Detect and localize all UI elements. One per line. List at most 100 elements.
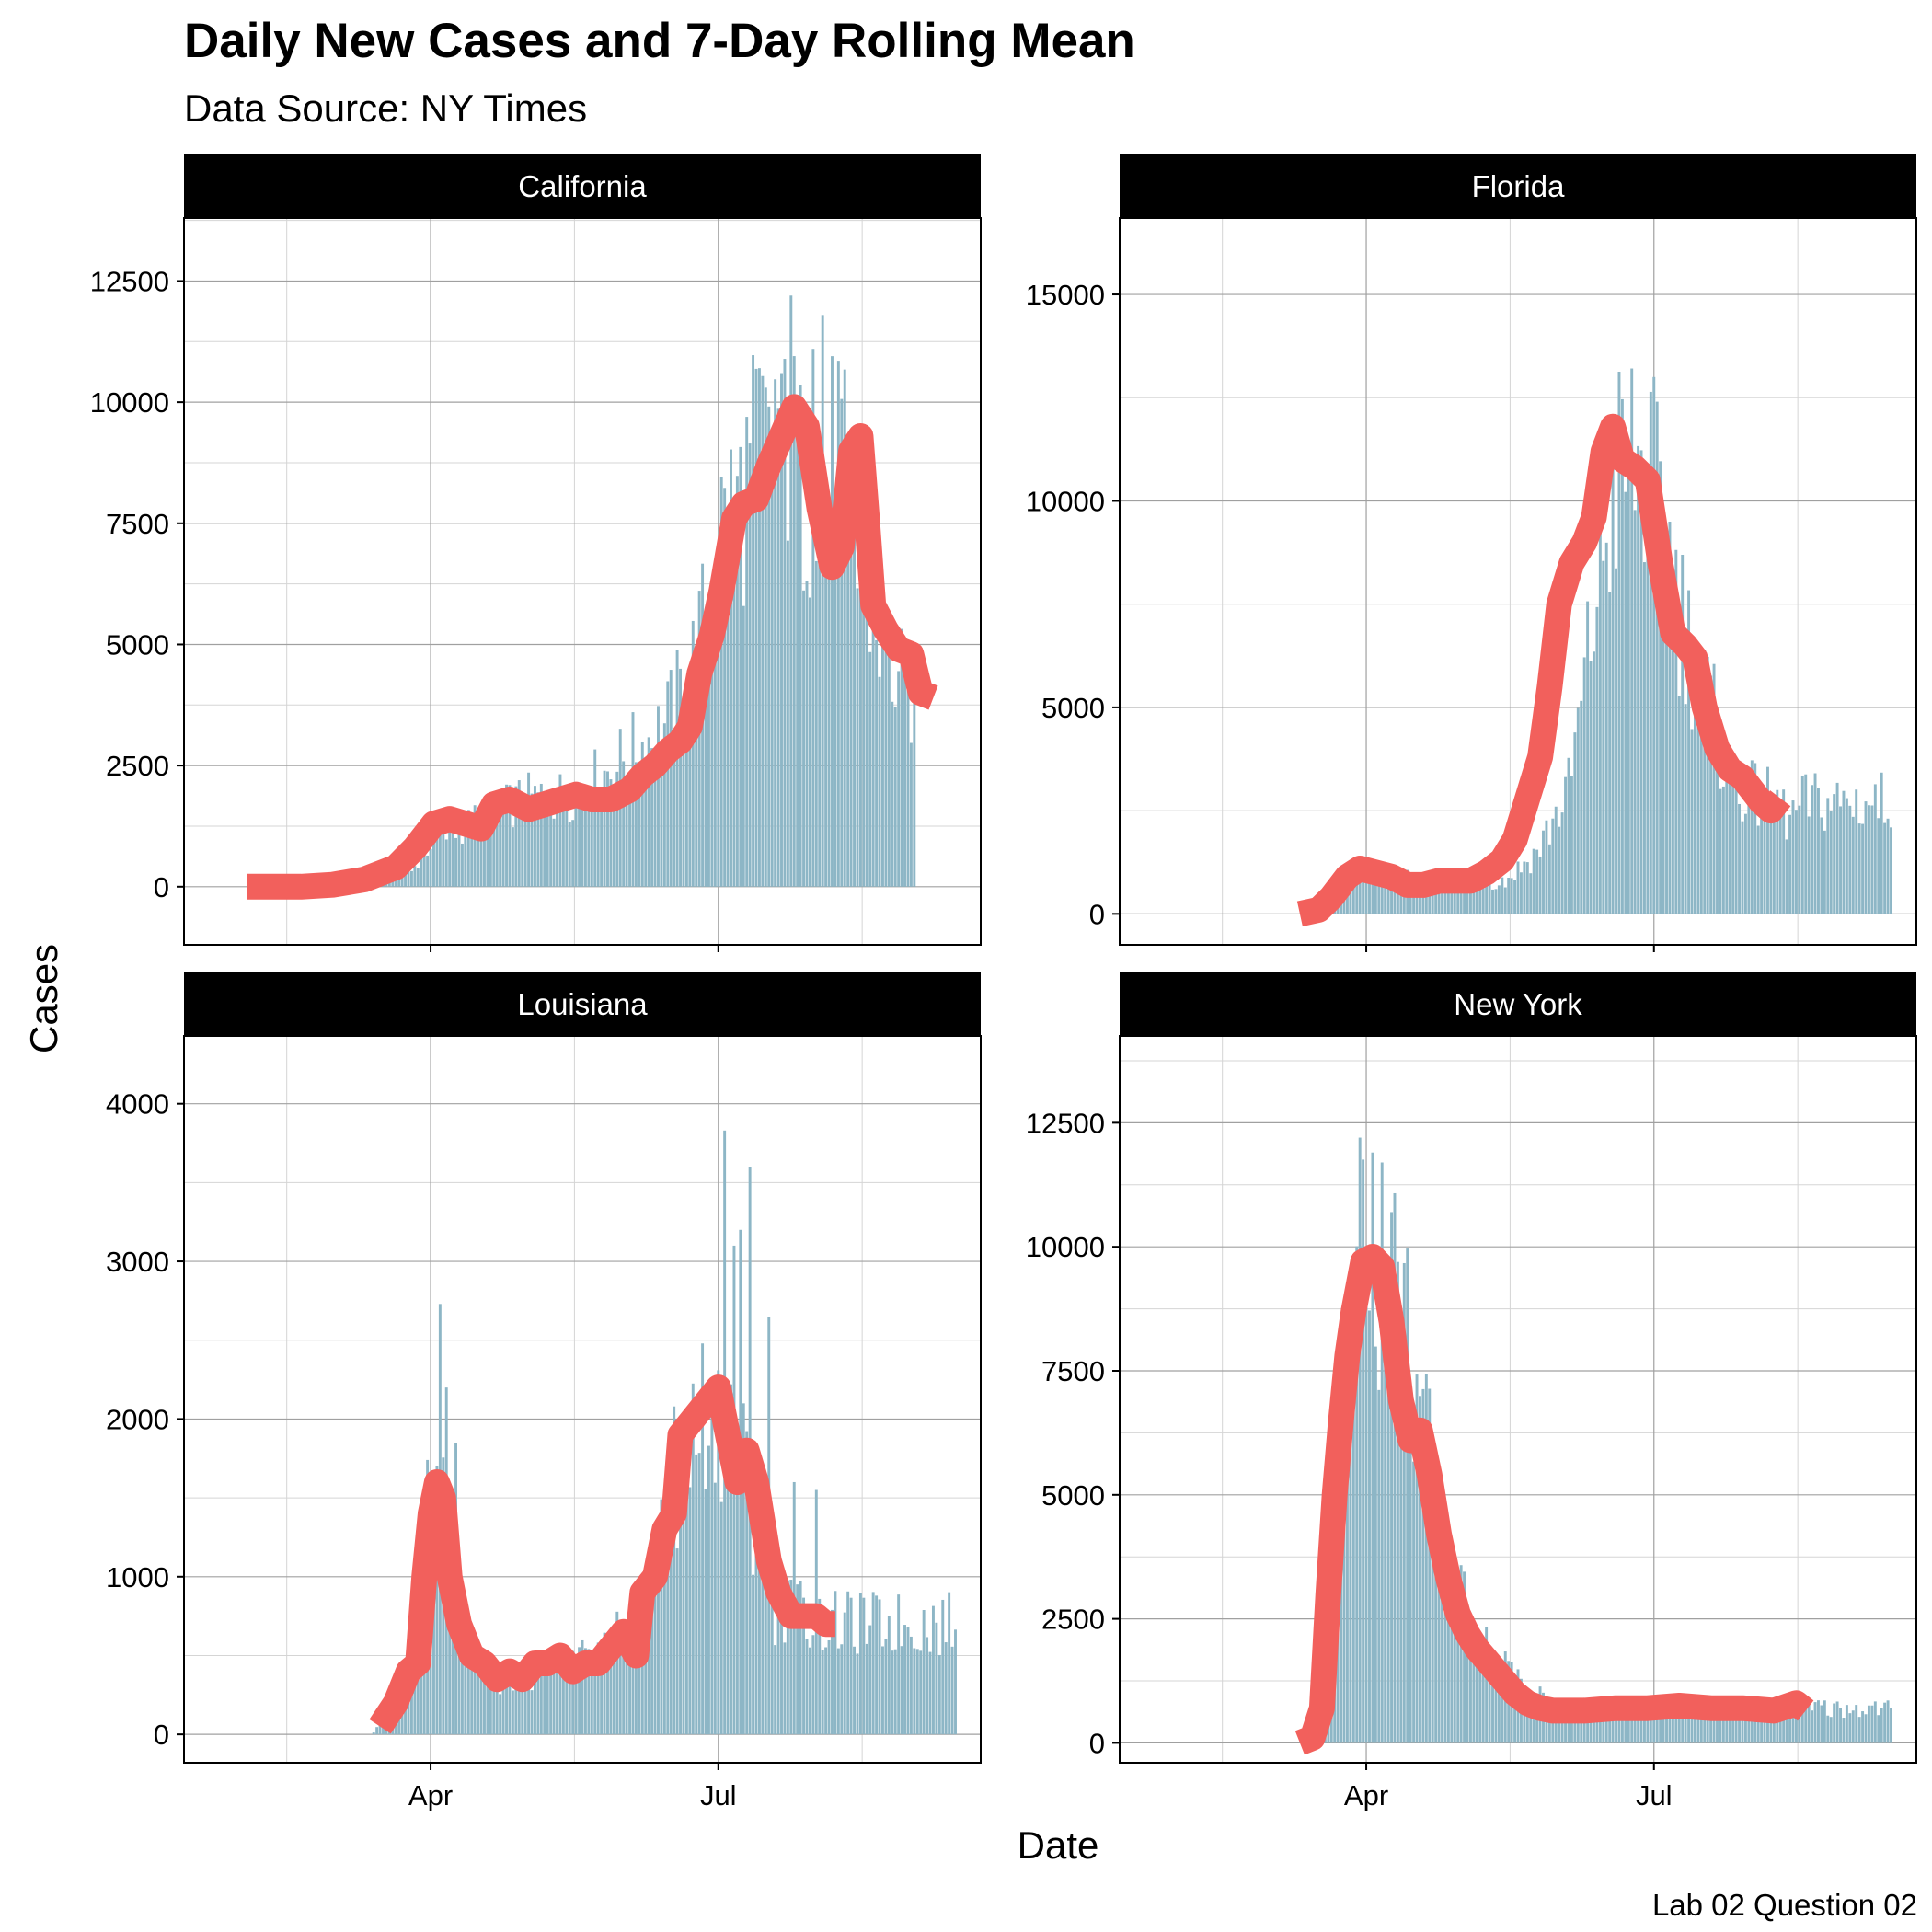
- daily-case-bar: [486, 1683, 489, 1735]
- daily-case-bar: [1839, 1708, 1842, 1743]
- daily-case-bar: [1766, 766, 1769, 914]
- daily-case-bar: [796, 1584, 799, 1735]
- daily-case-bar: [944, 1642, 948, 1735]
- chart-subtitle: Data Source: NY Times: [184, 86, 588, 130]
- daily-case-bar: [1611, 1713, 1615, 1743]
- daily-case-bar: [856, 588, 859, 887]
- daily-case-bar: [1725, 1714, 1729, 1743]
- daily-case-bar: [422, 851, 426, 887]
- daily-case-bar: [1437, 886, 1441, 914]
- daily-case-bar: [1620, 398, 1624, 914]
- y-tick-label: 7500: [106, 508, 169, 540]
- daily-case-bar: [1497, 1657, 1501, 1743]
- daily-case-bar: [1835, 782, 1839, 914]
- daily-case-bar: [1646, 1703, 1650, 1743]
- daily-case-bar: [618, 1621, 622, 1735]
- daily-case-bar: [1696, 681, 1700, 914]
- daily-case-bar: [745, 417, 749, 887]
- daily-case-bar: [1652, 376, 1656, 914]
- daily-case-bar: [587, 1649, 591, 1735]
- daily-case-bar: [954, 1629, 957, 1735]
- daily-case-bar: [420, 857, 423, 887]
- daily-case-bar: [647, 1594, 650, 1735]
- daily-case-bar: [521, 1681, 524, 1735]
- daily-case-bar: [1446, 1556, 1450, 1743]
- daily-case-bar: [1880, 772, 1883, 914]
- daily-case-bar: [533, 1656, 536, 1735]
- daily-case-bar: [1450, 884, 1454, 914]
- daily-case-bar: [1877, 1715, 1880, 1743]
- daily-case-bar: [893, 1649, 897, 1735]
- daily-case-bar: [1475, 879, 1478, 914]
- daily-case-bar: [409, 870, 413, 887]
- daily-case-bar: [1371, 867, 1374, 914]
- daily-case-bar: [1817, 788, 1820, 914]
- daily-case-bar: [1443, 1561, 1447, 1743]
- daily-case-bar: [1662, 1705, 1665, 1743]
- daily-case-bar: [1516, 861, 1520, 914]
- daily-case-bar: [483, 1679, 486, 1735]
- daily-case-bar: [748, 443, 752, 887]
- daily-case-bar: [561, 1651, 565, 1735]
- rolling-mean-line: [247, 394, 938, 900]
- daily-case-bar: [1627, 1701, 1630, 1743]
- daily-case-bar: [691, 1383, 695, 1735]
- daily-case-bar: [742, 1403, 745, 1735]
- daily-case-bar: [571, 820, 575, 887]
- daily-case-bar: [533, 786, 536, 887]
- daily-case-bar: [565, 806, 569, 887]
- daily-case-bar: [1558, 1712, 1561, 1743]
- daily-case-bar: [887, 1616, 891, 1735]
- daily-case-bar: [878, 1599, 881, 1735]
- daily-case-bar: [1441, 884, 1443, 914]
- daily-case-bar: [1857, 823, 1861, 914]
- daily-case-bar: [1374, 873, 1377, 914]
- daily-case-bar: [1545, 820, 1548, 914]
- daily-case-bar: [897, 671, 901, 887]
- daily-case-bar: [688, 683, 692, 887]
- daily-case-bar: [1624, 1717, 1627, 1743]
- daily-case-bar: [684, 722, 688, 887]
- daily-case-bar: [884, 1639, 888, 1735]
- daily-case-bar: [862, 589, 866, 887]
- daily-case-bar: [549, 812, 553, 887]
- daily-case-bar: [546, 807, 549, 887]
- daily-case-bar: [442, 826, 445, 887]
- daily-case-bar: [644, 779, 648, 887]
- daily-case-bar: [821, 1650, 824, 1735]
- daily-case-bar: [479, 1670, 483, 1735]
- daily-case-bar: [578, 788, 581, 887]
- daily-case-bar: [1595, 606, 1599, 914]
- daily-case-bar: [1547, 1709, 1551, 1743]
- daily-case-bar: [913, 1648, 916, 1735]
- y-tick-label: 12500: [1026, 1107, 1105, 1139]
- daily-case-bar: [1782, 1708, 1786, 1743]
- daily-case-bar: [941, 1599, 945, 1735]
- daily-case-bar: [1604, 542, 1608, 914]
- daily-case-bar: [1428, 1388, 1432, 1743]
- daily-case-bar: [1699, 680, 1703, 914]
- daily-case-bar: [622, 1645, 626, 1735]
- daily-case-bar: [1738, 803, 1742, 914]
- daily-case-bar: [1501, 877, 1504, 914]
- facet-strip: [1120, 154, 1916, 218]
- daily-case-bar: [891, 701, 894, 887]
- daily-case-bar: [1560, 812, 1564, 914]
- daily-case-bar: [754, 368, 758, 887]
- daily-case-bar: [660, 1499, 663, 1735]
- panel-border: [1119, 1035, 1917, 1764]
- daily-case-bar: [1485, 884, 1489, 914]
- facet-panel-florida: Florida 0 5000 10000 15000: [1026, 154, 1917, 952]
- y-tick-label: 15000: [1026, 279, 1105, 311]
- daily-case-bar: [1750, 760, 1754, 914]
- daily-case-bar: [1608, 1702, 1612, 1743]
- daily-case-bar: [1542, 830, 1545, 914]
- daily-case-bar: [1459, 1565, 1463, 1743]
- y-tick-label: 2000: [106, 1403, 169, 1435]
- daily-case-bar: [1826, 798, 1830, 914]
- daily-case-bar: [1747, 788, 1751, 914]
- daily-case-bar: [1877, 818, 1880, 914]
- daily-case-bar: [1377, 869, 1381, 914]
- daily-case-bar: [413, 866, 417, 887]
- daily-case-bar: [1393, 1192, 1397, 1743]
